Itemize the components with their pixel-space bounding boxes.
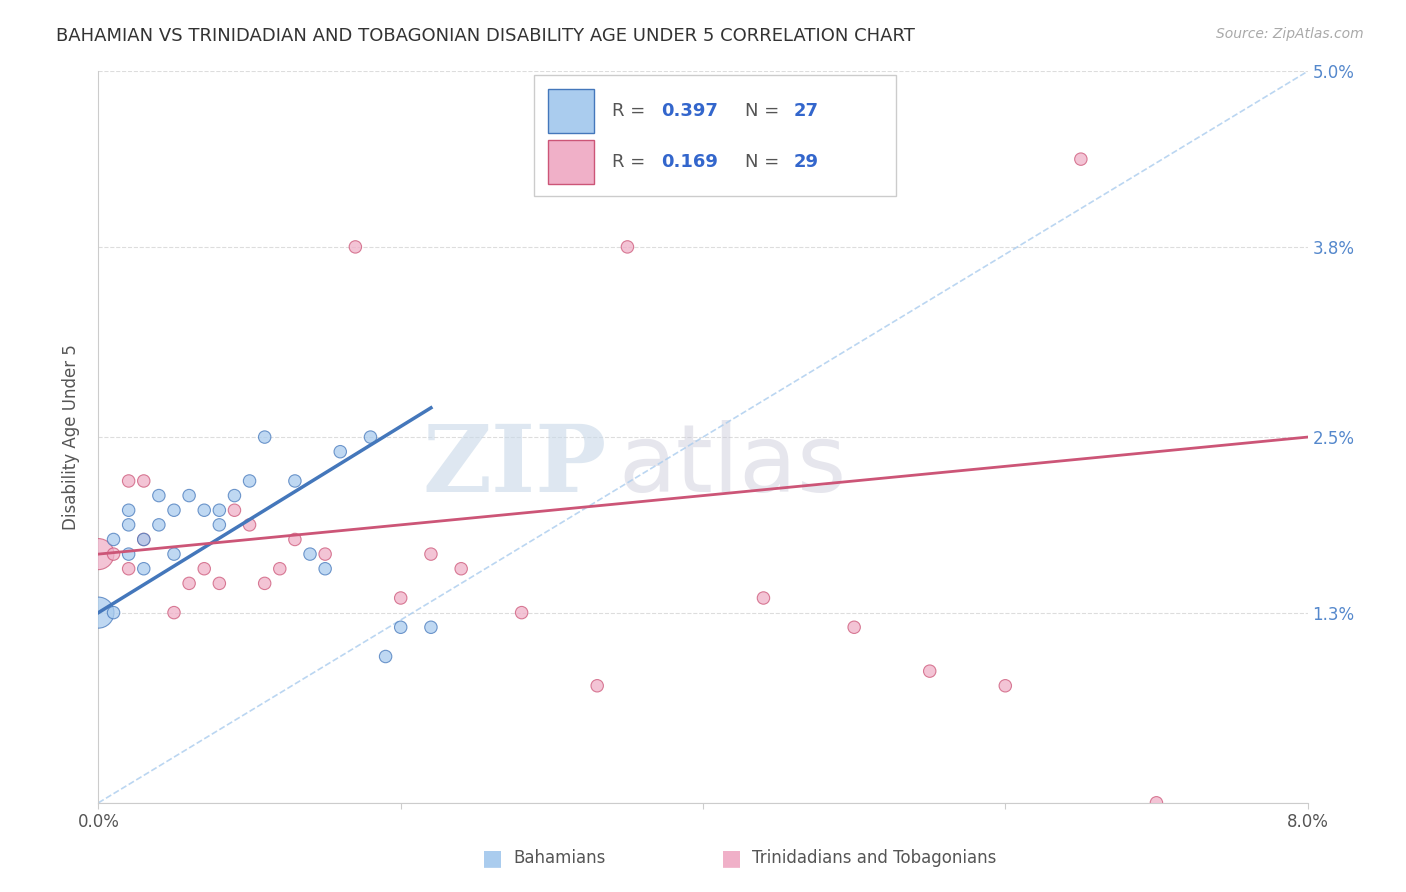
Point xyxy=(132,533,155,547)
Text: N =: N = xyxy=(745,103,786,120)
Text: atlas: atlas xyxy=(619,420,846,512)
Point xyxy=(253,576,276,591)
Point xyxy=(1070,152,1092,166)
Text: ZIP: ZIP xyxy=(422,421,606,511)
Text: BAHAMIAN VS TRINIDADIAN AND TOBAGONIAN DISABILITY AGE UNDER 5 CORRELATION CHART: BAHAMIAN VS TRINIDADIAN AND TOBAGONIAN D… xyxy=(56,27,915,45)
Point xyxy=(344,240,367,254)
Point xyxy=(103,606,125,620)
Point xyxy=(179,489,201,503)
Point xyxy=(163,503,186,517)
Point xyxy=(148,489,170,503)
Point xyxy=(360,430,382,444)
Text: Bahamians: Bahamians xyxy=(513,849,606,867)
Text: 29: 29 xyxy=(793,153,818,171)
Point xyxy=(450,562,472,576)
Point xyxy=(193,562,215,576)
Text: 0.397: 0.397 xyxy=(661,103,717,120)
Point xyxy=(510,606,533,620)
Point xyxy=(374,649,396,664)
Point xyxy=(616,240,638,254)
Point xyxy=(208,503,231,517)
Point xyxy=(118,503,141,517)
Text: Source: ZipAtlas.com: Source: ZipAtlas.com xyxy=(1216,27,1364,41)
Point xyxy=(284,474,307,488)
Text: R =: R = xyxy=(613,153,651,171)
Point xyxy=(118,474,141,488)
Point xyxy=(994,679,1017,693)
Point xyxy=(314,562,336,576)
Point xyxy=(87,606,110,620)
Text: Trinidadians and Tobagonians: Trinidadians and Tobagonians xyxy=(752,849,997,867)
Point xyxy=(132,562,155,576)
Point xyxy=(118,517,141,532)
Point xyxy=(103,547,125,561)
Point xyxy=(844,620,866,634)
Point xyxy=(132,474,155,488)
Point xyxy=(918,664,941,678)
Point xyxy=(118,547,141,561)
FancyBboxPatch shape xyxy=(548,89,595,133)
Point xyxy=(752,591,775,605)
Point xyxy=(103,533,125,547)
Point xyxy=(389,620,412,634)
Point xyxy=(163,606,186,620)
Point xyxy=(179,576,201,591)
Point xyxy=(118,562,141,576)
Point xyxy=(193,503,215,517)
Point xyxy=(586,679,609,693)
Point xyxy=(253,430,276,444)
FancyBboxPatch shape xyxy=(534,75,897,195)
Point xyxy=(239,474,262,488)
Point xyxy=(224,489,246,503)
Point xyxy=(224,503,246,517)
Y-axis label: Disability Age Under 5: Disability Age Under 5 xyxy=(62,344,80,530)
Point xyxy=(87,547,110,561)
Text: N =: N = xyxy=(745,153,786,171)
Text: ■: ■ xyxy=(482,848,502,868)
Point xyxy=(420,547,443,561)
Point xyxy=(389,591,412,605)
Text: R =: R = xyxy=(613,103,651,120)
Point xyxy=(299,547,322,561)
Point xyxy=(314,547,336,561)
Point xyxy=(284,533,307,547)
Point xyxy=(239,517,262,532)
Point xyxy=(132,533,155,547)
Point xyxy=(148,517,170,532)
Point xyxy=(420,620,443,634)
Point xyxy=(163,547,186,561)
Text: 0.169: 0.169 xyxy=(661,153,717,171)
Point xyxy=(269,562,291,576)
Point xyxy=(208,576,231,591)
FancyBboxPatch shape xyxy=(548,140,595,184)
Text: ■: ■ xyxy=(721,848,741,868)
Point xyxy=(329,444,352,458)
Point xyxy=(208,517,231,532)
Text: 27: 27 xyxy=(793,103,818,120)
Point xyxy=(1146,796,1168,810)
